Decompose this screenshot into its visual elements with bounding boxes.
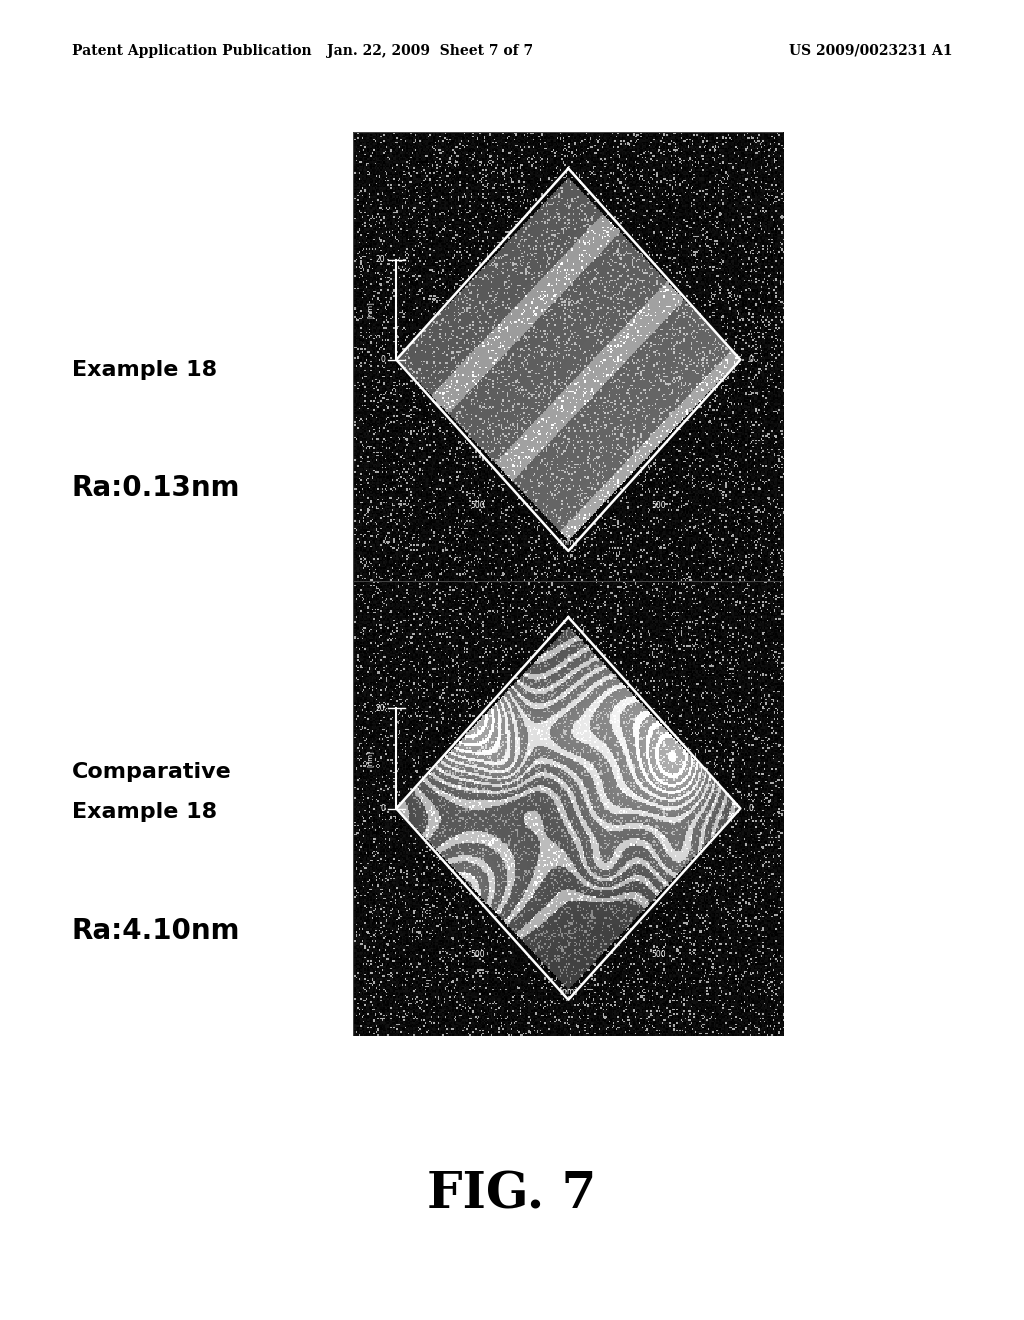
Text: [nm]: [nm] (559, 537, 578, 546)
Text: 500: 500 (651, 500, 666, 510)
Text: 0: 0 (749, 355, 754, 364)
Text: Example 18: Example 18 (72, 801, 217, 822)
Text: 0: 0 (749, 804, 754, 813)
Text: 20: 20 (376, 255, 385, 264)
Text: [nm]: [nm] (559, 986, 578, 995)
Text: [nm]: [nm] (368, 750, 374, 767)
Text: 500: 500 (471, 500, 485, 510)
Text: [nm]: [nm] (368, 301, 374, 318)
Text: US 2009/0023231 A1: US 2009/0023231 A1 (788, 44, 952, 58)
Text: Ra:4.10nm: Ra:4.10nm (72, 916, 241, 945)
Text: 20: 20 (376, 704, 385, 713)
Text: 500: 500 (471, 949, 485, 958)
Text: 0: 0 (381, 804, 385, 813)
Text: Jan. 22, 2009  Sheet 7 of 7: Jan. 22, 2009 Sheet 7 of 7 (327, 44, 534, 58)
Text: 0: 0 (381, 355, 385, 364)
Text: Patent Application Publication: Patent Application Publication (72, 44, 311, 58)
Text: Comparative: Comparative (72, 762, 231, 783)
Text: Example 18: Example 18 (72, 359, 217, 380)
Text: Ra:0.13nm: Ra:0.13nm (72, 474, 241, 503)
Text: 500: 500 (651, 949, 666, 958)
Text: FIG. 7: FIG. 7 (427, 1170, 597, 1220)
